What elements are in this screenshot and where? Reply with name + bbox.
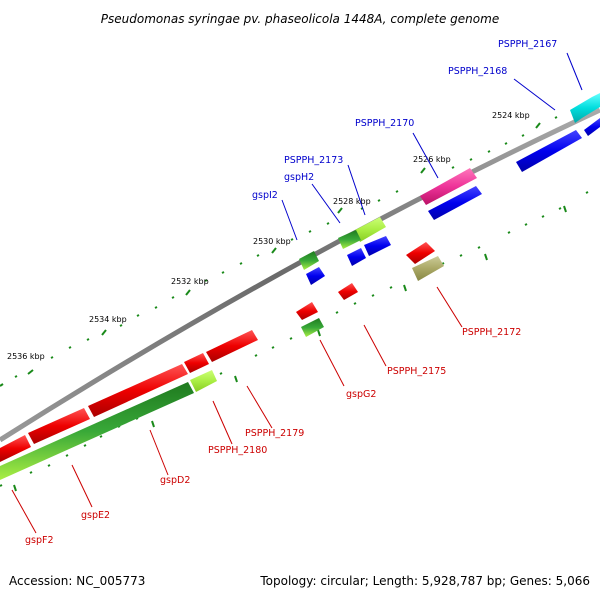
gene-feature[interactable] xyxy=(301,318,324,337)
gene-feature[interactable] xyxy=(347,248,366,266)
map-title: Pseudomonas syringae pv. phaseolicola 14… xyxy=(101,12,499,26)
gene-label-gspg2[interactable]: gspG2 xyxy=(346,389,376,400)
gene-feature[interactable] xyxy=(364,236,391,256)
gene-feature[interactable] xyxy=(338,283,358,300)
gene-feature[interactable] xyxy=(296,302,318,320)
gene-label-gspi2[interactable]: gspI2 xyxy=(252,190,278,201)
gene-feature[interactable] xyxy=(412,256,444,281)
gene-label-gspf2[interactable]: gspF2 xyxy=(25,535,54,546)
gene-feature[interactable] xyxy=(184,353,209,373)
gene-feature[interactable] xyxy=(428,186,482,220)
gene-feature[interactable] xyxy=(570,93,600,123)
gene-label-pspph-2167[interactable]: PSPPH_2167 xyxy=(498,39,557,50)
gene-label-pspph-2179[interactable]: PSPPH_2179 xyxy=(245,428,304,439)
tick-label-2528: 2528 kbp xyxy=(333,197,371,206)
tick-label-2530: 2530 kbp xyxy=(253,237,291,246)
tick-label-2532: 2532 kbp xyxy=(171,277,209,286)
gene-label-gspe2[interactable]: gspE2 xyxy=(81,510,110,521)
gene-feature[interactable] xyxy=(338,230,361,249)
gene-feature[interactable] xyxy=(406,242,435,264)
reverse-strand-genes xyxy=(0,242,444,480)
gene-feature[interactable] xyxy=(0,435,31,462)
accession-text: Accession: NC_005773 xyxy=(9,574,145,588)
gene-label-pspph-2168[interactable]: PSPPH_2168 xyxy=(448,66,507,77)
tick-label-2534: 2534 kbp xyxy=(89,315,127,324)
gene-label-gsph2[interactable]: gspH2 xyxy=(284,172,314,183)
gene-feature[interactable] xyxy=(584,118,600,136)
gene-feature[interactable] xyxy=(516,130,582,172)
tick-label-2524: 2524 kbp xyxy=(492,111,530,120)
gene-label-pspph-2175[interactable]: PSPPH_2175 xyxy=(387,366,446,377)
gene-label-gspd2[interactable]: gspD2 xyxy=(160,475,190,486)
tick-label-2526: 2526 kbp xyxy=(413,155,451,164)
inner-scale xyxy=(0,191,589,492)
gene-feature[interactable] xyxy=(355,217,386,242)
gene-feature[interactable] xyxy=(0,382,194,480)
gene-feature[interactable] xyxy=(299,251,319,270)
gene-feature[interactable] xyxy=(28,408,90,444)
tick-label-2536: 2536 kbp xyxy=(7,352,45,361)
gene-label-pspph-2173[interactable]: PSPPH_2173 xyxy=(284,155,343,166)
gene-label-pspph-2172[interactable]: PSPPH_2172 xyxy=(462,327,521,338)
gene-feature[interactable] xyxy=(190,370,217,392)
outer-scale xyxy=(0,116,558,387)
genome-summary-text: Topology: circular; Length: 5,928,787 bp… xyxy=(259,574,590,588)
gene-feature[interactable] xyxy=(88,364,188,417)
gene-feature[interactable] xyxy=(206,330,258,362)
genome-backbone xyxy=(0,107,600,443)
gene-label-pspph-2180[interactable]: PSPPH_2180 xyxy=(208,445,267,456)
forward-strand-genes xyxy=(299,93,600,285)
leader-lines xyxy=(11,52,583,534)
gene-label-pspph-2170[interactable]: PSPPH_2170 xyxy=(355,118,414,129)
gene-feature[interactable] xyxy=(306,267,325,285)
gene-feature[interactable] xyxy=(420,168,477,205)
